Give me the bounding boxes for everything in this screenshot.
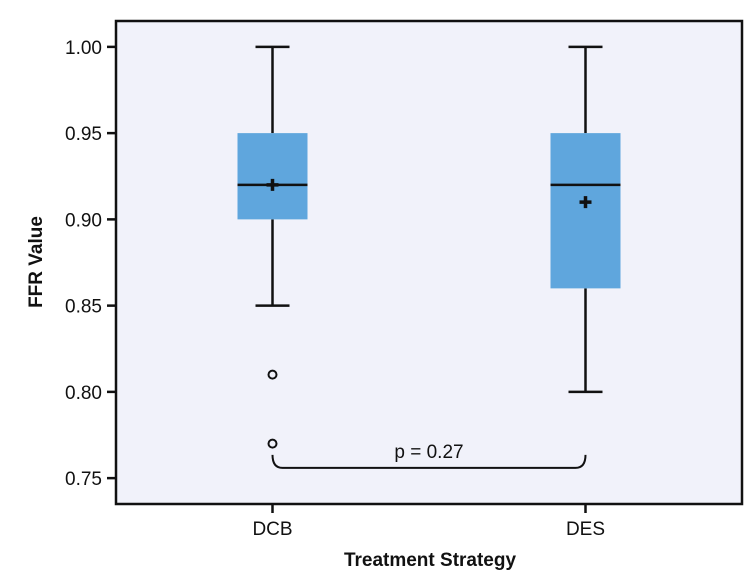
y-tick-label: 0.75 [65,469,102,490]
y-tick-label: 0.80 [65,383,102,404]
mean-marker [579,196,592,209]
x-axis: DCB DES [252,504,605,540]
p-value-label: p = 0.27 [394,442,463,463]
x-tick-label: DCB [252,519,292,540]
mean-marker [266,178,279,191]
y-tick-label: 0.95 [65,124,102,145]
x-tick-label: DES [566,519,605,540]
y-tick-label: 0.90 [65,210,102,231]
comparison-bracket [271,454,587,469]
outlier-point [267,369,278,380]
box-des [550,45,621,394]
y-axis-title: FFR Value [26,216,47,308]
plot-area [114,19,744,506]
box-dcb [237,45,308,449]
y-tick-label: 1.00 [65,38,102,59]
x-axis-title: Treatment Strategy [344,550,517,571]
outlier-point [267,438,278,449]
p-value-annotation: p = 0.27 [271,442,587,469]
y-tick-label: 0.85 [65,297,102,318]
iqr-box [237,133,308,220]
y-axis: 0.75 0.80 0.85 0.90 0.95 1.00 [65,38,116,490]
boxes [237,45,621,449]
iqr-box [550,133,621,289]
